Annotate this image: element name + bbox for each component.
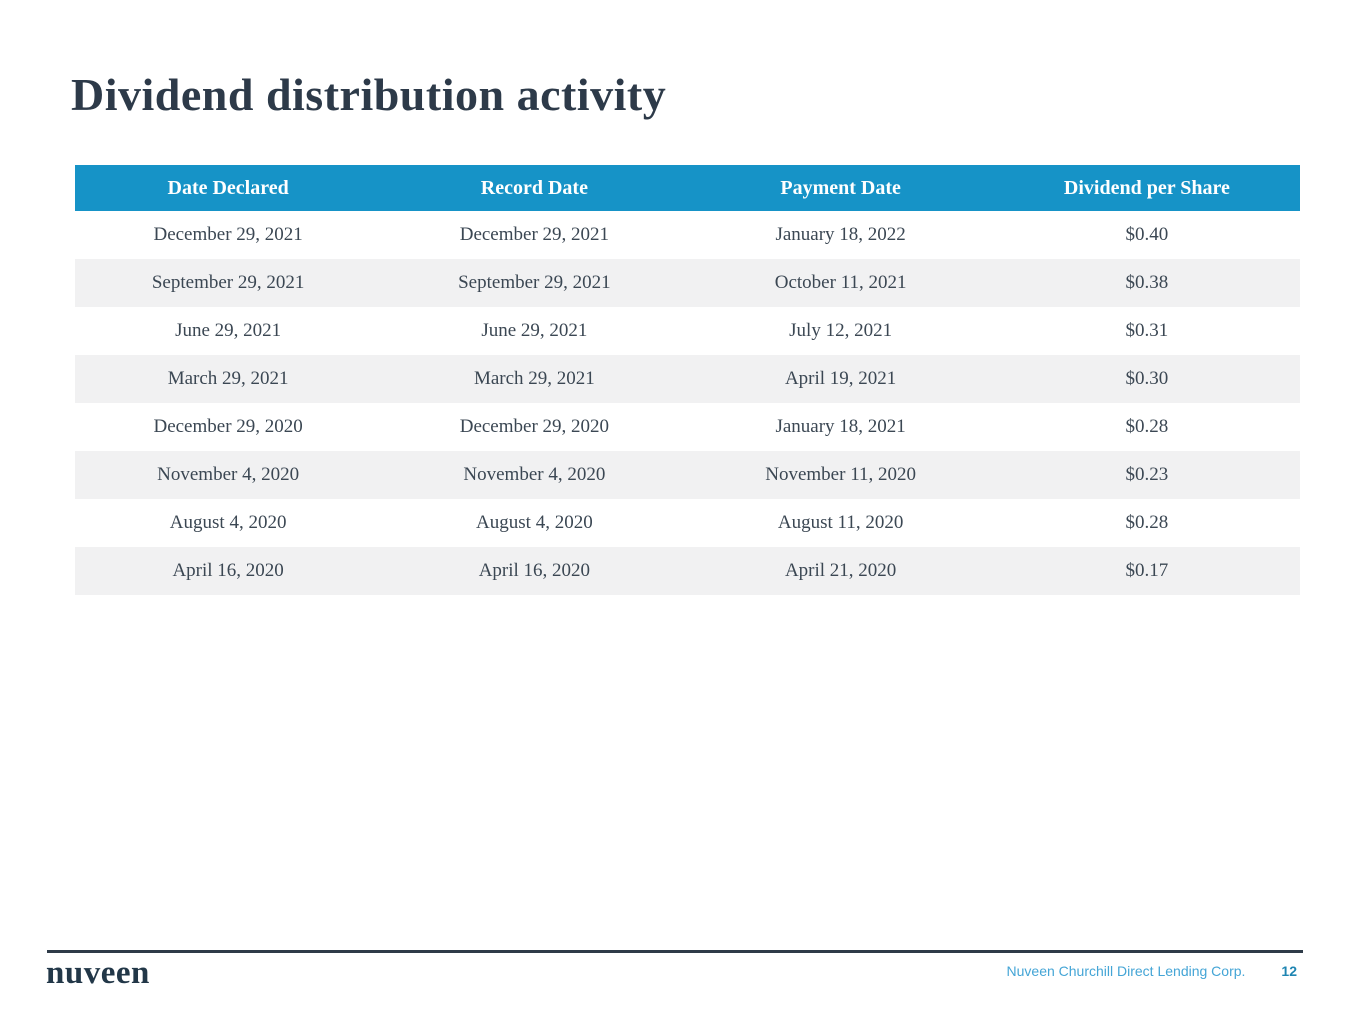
table-cell: $0.31: [1125, 320, 1169, 341]
table-cell: December 29, 2021: [153, 224, 303, 245]
column-header: Record Date: [381, 165, 688, 211]
table-cell: September 29, 2021: [151, 272, 305, 293]
table-cell: August 4, 2020: [476, 512, 593, 533]
table-cell: November 4, 2020: [157, 464, 300, 485]
table-cell: $0.28: [1125, 512, 1169, 533]
column-header: Date Declared: [75, 165, 382, 211]
table-row: December 29, 2020 December 29, 2020 Januar…: [75, 403, 1300, 451]
table-cell: January 18, 2021: [775, 416, 906, 437]
table-cell: $0.30: [1125, 368, 1169, 389]
table-cell: March 29, 2021: [167, 368, 289, 389]
table-cell: September 29, 2021: [458, 272, 611, 293]
table-cell: August 4, 2020: [169, 512, 287, 533]
table-cell: $0.28: [1125, 416, 1169, 437]
table-cell: December 29, 2020: [459, 416, 610, 437]
column-header: Dividend per Share: [993, 165, 1300, 211]
table-cell: April 16, 2020: [172, 560, 284, 581]
footer-right: Nuveen Churchill Direct Lending Corp. 12: [1007, 963, 1297, 979]
table-cell: March 29, 2021: [473, 368, 595, 389]
table-cell: $0.38: [1125, 272, 1169, 293]
table-cell: $0.40: [1125, 224, 1169, 245]
table-body: December 29, 2021 December 29, 2021 Januar…: [75, 211, 1300, 595]
table-cell: December 29, 2021: [459, 224, 610, 245]
footer-company-name: Nuveen Churchill Direct Lending Corp.: [1006, 963, 1246, 979]
table-cell: October 11, 2021: [774, 272, 907, 293]
table-cell: $0.23: [1125, 464, 1169, 485]
table-row: December 29, 2021 December 29, 2021 Januar…: [75, 211, 1300, 259]
table-cell: July 12, 2021: [789, 320, 893, 341]
nuveen-logo: nuveen: [46, 955, 150, 991]
table-cell: April 19, 2021: [784, 368, 897, 389]
page-number: 12: [1281, 963, 1297, 979]
table-cell: December 29, 2020: [153, 416, 303, 437]
table-cell: November 11, 2020: [765, 464, 916, 485]
table-row: August 4, 2020 August 4, 2020 August 11, 2…: [75, 499, 1300, 547]
table-cell: June 29, 2021: [175, 320, 282, 341]
table-cell: June 29, 2021: [481, 320, 588, 341]
table-cell: August 11, 2020: [777, 512, 904, 533]
dividend-table: Date Declared Record Date Payment Date Divi…: [75, 165, 1300, 595]
table-cell: November 4, 2020: [463, 464, 606, 485]
page-title: Dividend distribution activity: [71, 69, 667, 120]
table-row: September 29, 2021 September 29, 2021 Octo…: [75, 259, 1300, 307]
column-header: Payment Date: [687, 165, 994, 211]
table-row: November 4, 2020 November 4, 2020 November…: [75, 451, 1300, 499]
table-cell: April 21, 2020: [784, 560, 897, 581]
table-row: April 16, 2020 April 16, 2020 April 21, 20…: [75, 547, 1300, 595]
table-cell: April 16, 2020: [478, 560, 591, 581]
table-cell: January 18, 2022: [775, 224, 906, 245]
footer-divider: [47, 950, 1303, 953]
table-cell: $0.17: [1125, 560, 1169, 581]
table-header-row: Date Declared Record Date Payment Date Divi…: [75, 165, 1300, 211]
table-head: Date Declared Record Date Payment Date Divi…: [75, 165, 1300, 211]
table-row: June 29, 2021 June 29, 2021 July 12, 2021 $…: [75, 307, 1300, 355]
table-row: March 29, 2021 March 29, 2021 April 19, 20…: [75, 355, 1300, 403]
